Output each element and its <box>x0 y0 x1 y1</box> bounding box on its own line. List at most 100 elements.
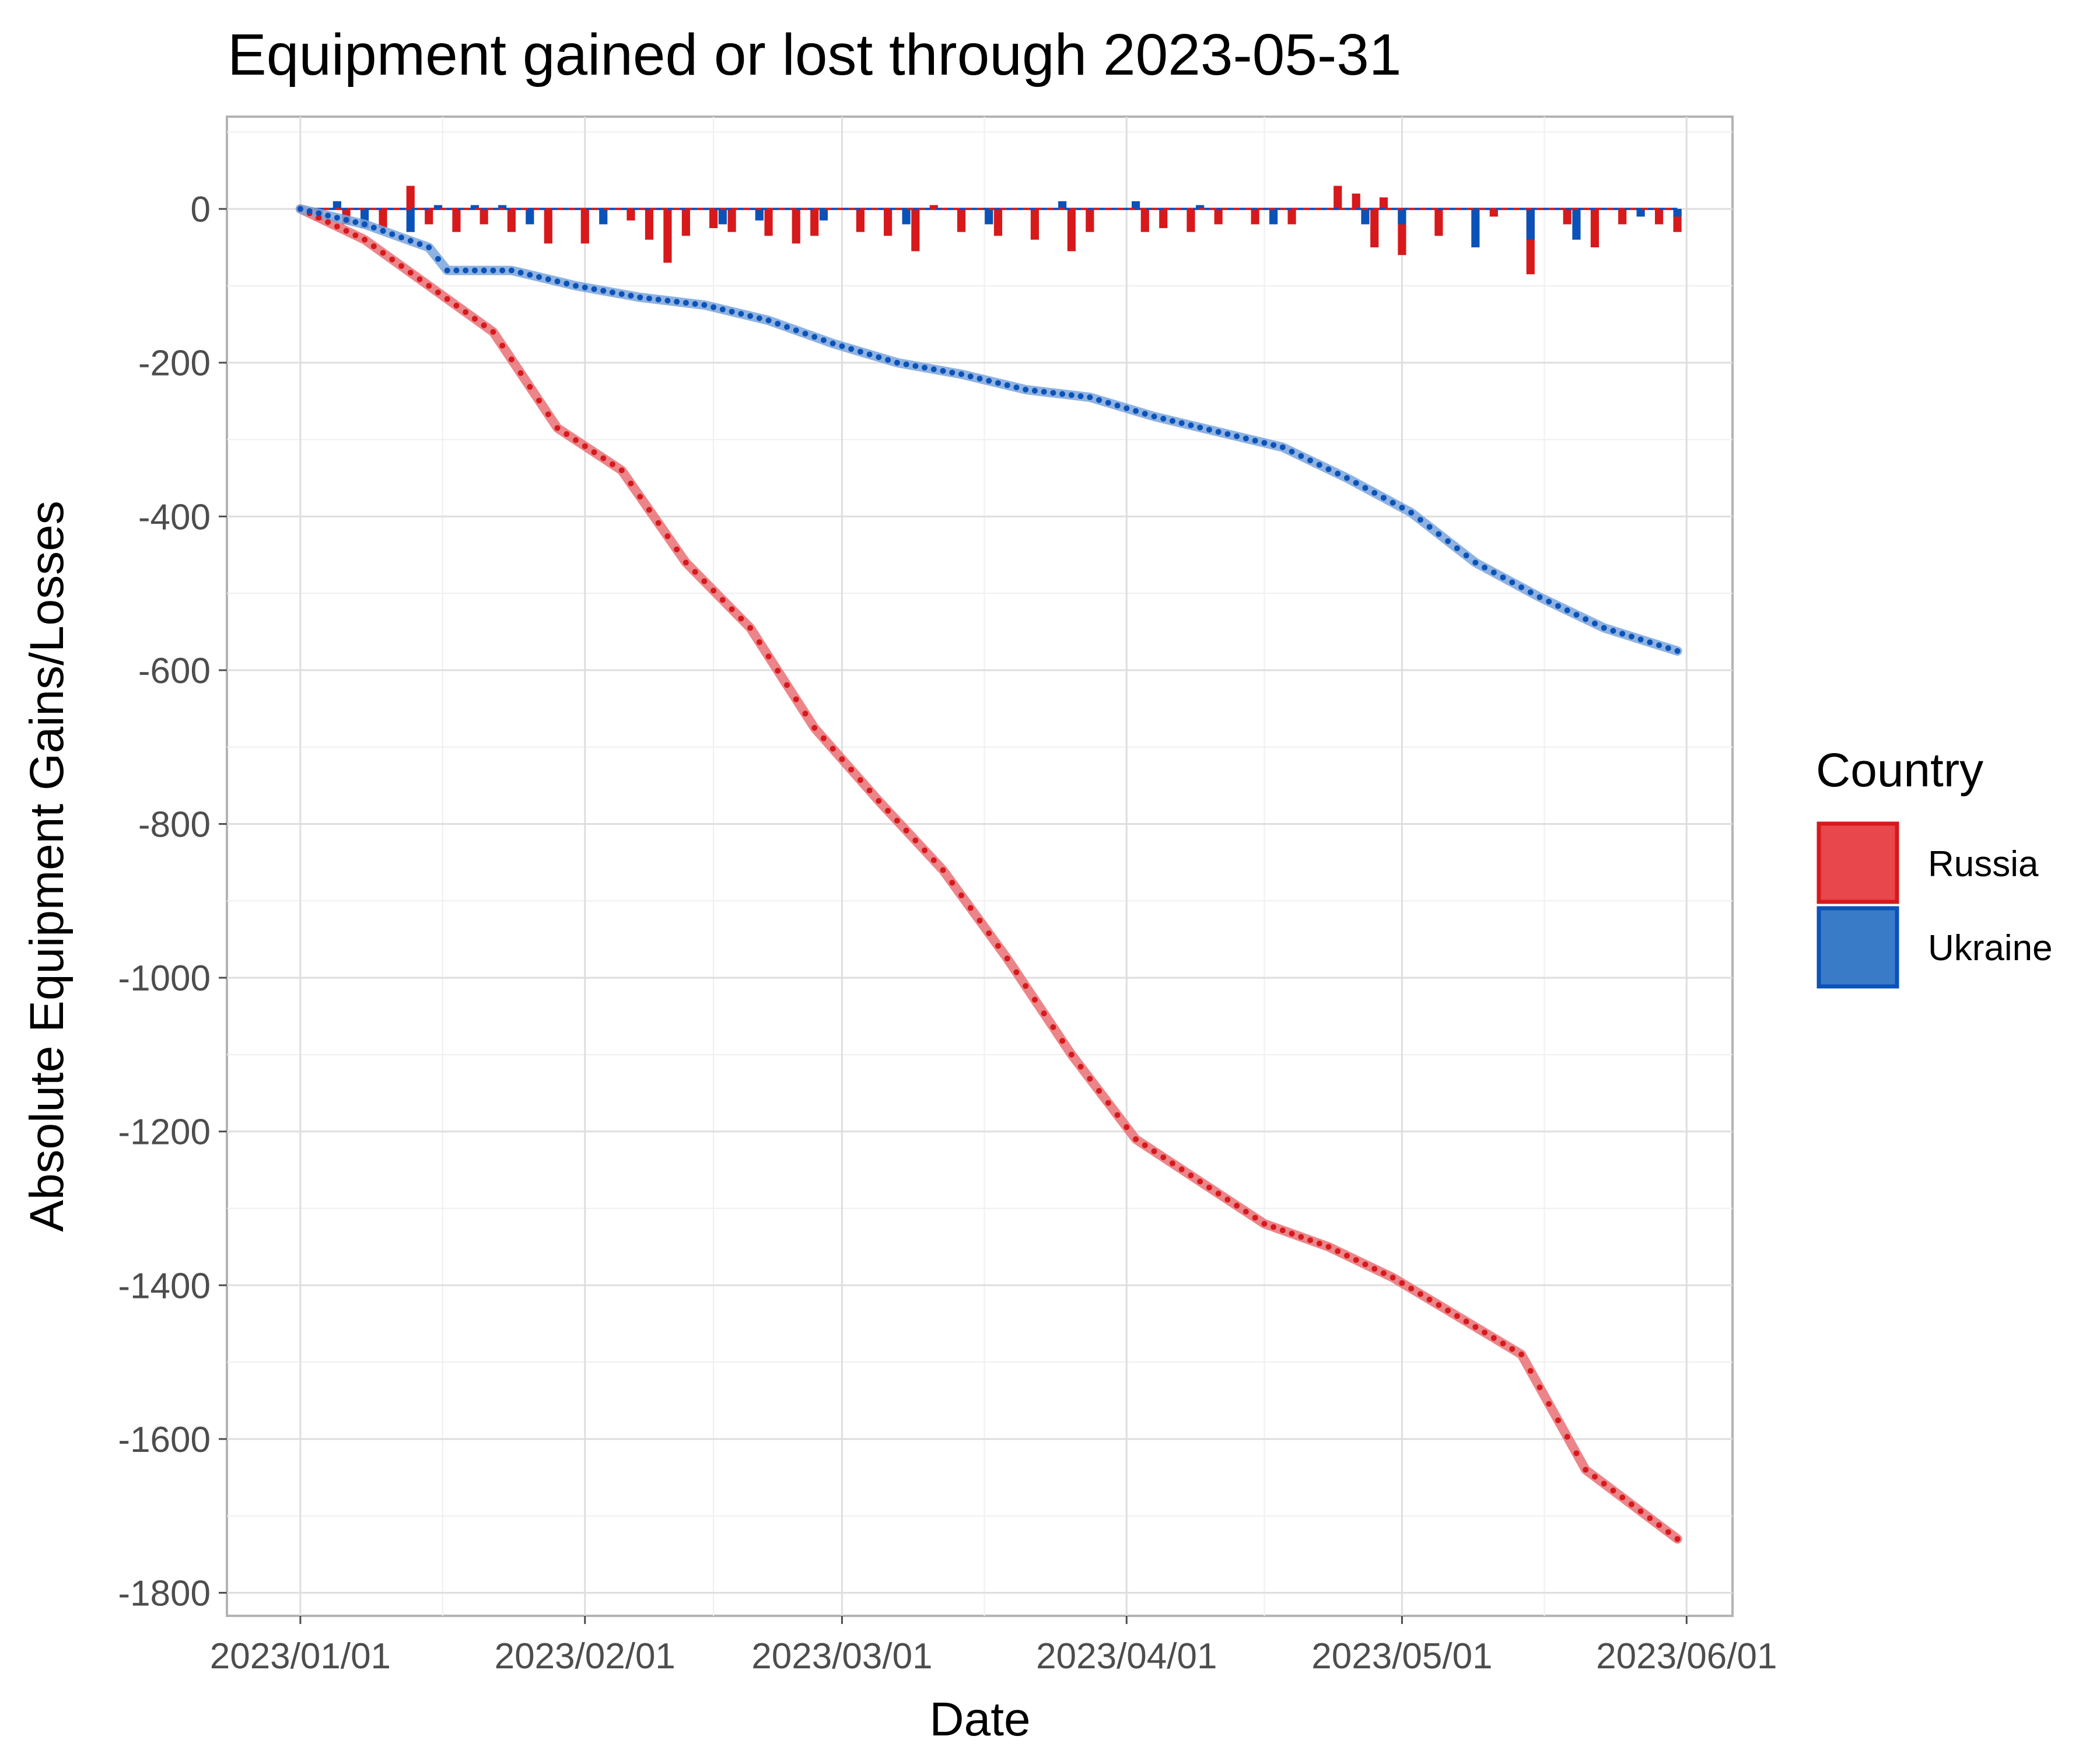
daily-bar-russia <box>1186 209 1195 232</box>
cumulative-point-russia <box>325 219 331 225</box>
cumulative-point-ukraine <box>1142 411 1148 417</box>
cumulative-point-russia <box>1426 1296 1433 1303</box>
cumulative-point-ukraine <box>692 301 698 307</box>
cumulative-point-russia <box>1371 1266 1378 1272</box>
cumulative-point-ukraine <box>1261 440 1268 446</box>
cumulative-point-ukraine <box>517 270 524 276</box>
cumulative-point-ukraine <box>1133 408 1139 414</box>
cumulative-point-ukraine <box>719 306 726 313</box>
cumulative-point-ukraine <box>1371 489 1378 496</box>
cumulative-point-ukraine <box>738 310 744 317</box>
daily-bar-russia <box>425 209 433 225</box>
cumulative-point-russia <box>1325 1244 1332 1250</box>
cumulative-point-ukraine <box>1573 611 1580 618</box>
cumulative-point-russia <box>463 309 469 316</box>
cumulative-point-russia <box>554 425 561 431</box>
cumulative-point-ukraine <box>1362 485 1368 491</box>
x-tick-label: 2023/06/01 <box>1596 1636 1777 1676</box>
cumulative-point-ukraine <box>1279 444 1286 450</box>
cumulative-point-russia <box>1206 1184 1212 1191</box>
cumulative-point-russia <box>334 223 340 230</box>
cumulative-point-russia <box>765 653 772 660</box>
cumulative-point-ukraine <box>1536 594 1543 600</box>
cumulative-point-russia <box>1096 1088 1102 1094</box>
cumulative-point-ukraine <box>1169 418 1175 424</box>
cumulative-point-ukraine <box>1647 639 1653 646</box>
cumulative-point-ukraine <box>637 294 643 300</box>
cumulative-point-ukraine <box>1463 552 1469 559</box>
cumulative-point-russia <box>1472 1324 1479 1330</box>
daily-bar-russia <box>1251 209 1259 225</box>
cumulative-point-ukraine <box>876 354 882 360</box>
cumulative-point-russia <box>1068 1051 1074 1058</box>
cumulative-point-ukraine <box>1188 422 1194 429</box>
cumulative-point-russia <box>1610 1488 1616 1494</box>
cumulative-point-russia <box>802 710 808 717</box>
cumulative-point-russia <box>1637 1508 1644 1514</box>
cumulative-point-russia <box>398 263 405 270</box>
cumulative-point-ukraine <box>866 351 873 358</box>
cumulative-point-ukraine <box>1399 505 1405 511</box>
cumulative-point-ukraine <box>1380 495 1387 501</box>
cumulative-point-ukraine <box>545 276 551 282</box>
cumulative-point-russia <box>609 461 615 467</box>
cumulative-point-russia <box>664 533 671 540</box>
cumulative-point-russia <box>1546 1401 1552 1407</box>
daily-bar-ukraine <box>819 209 828 220</box>
cumulative-point-ukraine <box>1041 388 1047 395</box>
cumulative-point-ukraine <box>903 361 909 368</box>
cumulative-point-ukraine <box>609 289 615 296</box>
legend: Country Russia Ukraine <box>1816 744 2053 989</box>
cumulative-point-russia <box>481 322 487 328</box>
cumulative-point-ukraine <box>1242 435 1249 442</box>
cumulative-point-ukraine <box>1197 424 1203 430</box>
cumulative-point-ukraine <box>765 317 772 324</box>
cumulative-point-ukraine <box>1335 470 1341 477</box>
cumulative-point-ukraine <box>664 298 671 304</box>
legend-title: Country <box>1816 744 1983 797</box>
cumulative-point-ukraine <box>848 346 855 352</box>
cumulative-point-russia <box>1261 1220 1268 1227</box>
cumulative-point-russia <box>637 494 643 500</box>
cumulative-point-ukraine <box>1087 394 1093 401</box>
cumulative-point-ukraine <box>1206 426 1212 433</box>
cumulative-point-ukraine <box>1546 598 1552 605</box>
cumulative-point-ukraine <box>1527 589 1534 596</box>
cumulative-point-russia <box>1490 1335 1497 1341</box>
cumulative-point-russia <box>1647 1515 1653 1521</box>
daily-bar-russia <box>1434 209 1443 236</box>
cumulative-point-russia <box>784 682 790 688</box>
cumulative-point-ukraine <box>912 363 919 369</box>
daily-bar-ukraine <box>718 209 727 225</box>
cumulative-point-russia <box>1031 996 1038 1003</box>
cumulative-point-ukraine <box>444 267 450 274</box>
cumulative-point-russia <box>1436 1302 1442 1308</box>
cumulative-point-russia <box>940 867 946 873</box>
cumulative-point-ukraine <box>1417 516 1423 523</box>
cumulative-point-russia <box>682 559 689 566</box>
cumulative-point-russia <box>1399 1280 1405 1286</box>
plot-panel <box>226 116 1734 1617</box>
legend-key-russia <box>1817 821 1899 904</box>
cumulative-point-ukraine <box>655 296 662 303</box>
daily-bar-ukraine <box>1398 209 1406 225</box>
daily-bar-russia <box>507 209 516 232</box>
cumulative-point-russia <box>591 449 597 456</box>
cumulative-point-ukraine <box>499 267 506 274</box>
cumulative-point-ukraine <box>967 373 974 380</box>
cumulative-point-russia <box>1197 1178 1203 1185</box>
cumulative-point-russia <box>894 817 900 824</box>
daily-bar-ukraine <box>332 201 341 209</box>
cumulative-point-ukraine <box>1234 433 1240 439</box>
cumulative-point-russia <box>426 282 432 289</box>
cumulative-point-ukraine <box>600 288 607 294</box>
cumulative-point-russia <box>1188 1172 1194 1179</box>
cumulative-point-ukraine <box>682 300 689 306</box>
cumulative-point-russia <box>710 587 717 594</box>
cumulative-point-russia <box>646 507 652 513</box>
cumulative-point-ukraine <box>398 235 405 241</box>
daily-bar-russia <box>1563 209 1572 225</box>
cumulative-point-ukraine <box>1390 499 1396 506</box>
daily-bar-russia <box>957 209 966 232</box>
daily-bar-ukraine <box>599 209 608 225</box>
